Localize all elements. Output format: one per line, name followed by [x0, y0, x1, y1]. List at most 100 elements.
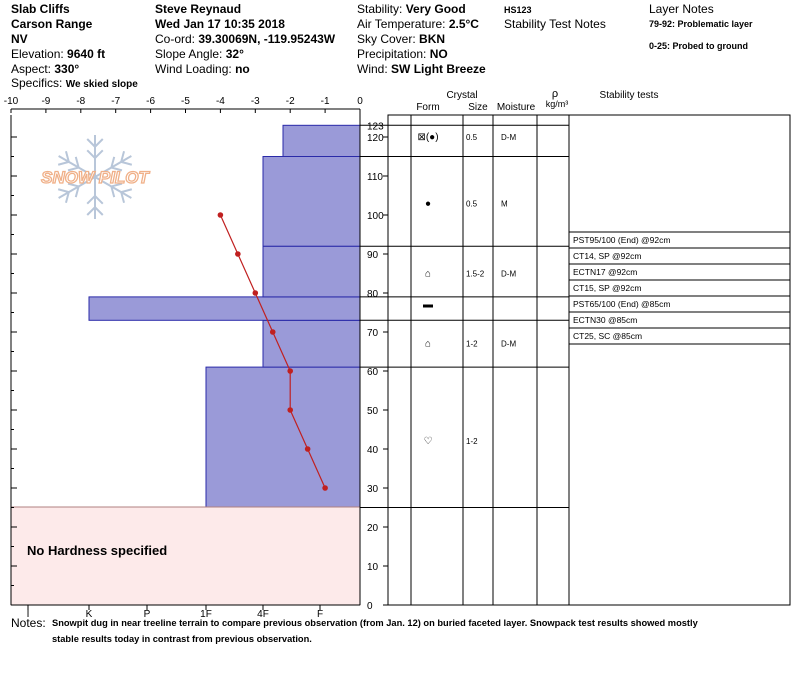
grain-form-symbol: ●	[425, 198, 431, 209]
hardness-axis: I K P 1F 4F F	[27, 605, 323, 620]
hs-value: HS123	[504, 5, 532, 15]
wind-label: Wind:	[357, 62, 388, 76]
height-tick-label: 50	[367, 406, 379, 417]
height-tick-label: 80	[367, 289, 379, 300]
height-tick-label: 70	[367, 328, 379, 339]
slope-value: 32°	[225, 47, 244, 61]
grain-size: 1-2	[466, 437, 478, 446]
hardness-layer-bar	[262, 319, 361, 368]
hardness-tick-label: F	[317, 609, 323, 620]
observer: Steve Reynaud	[155, 2, 242, 16]
grain-form-symbol: ⌂	[425, 339, 431, 350]
notes-line-2: stable results today in contrast from pr…	[52, 634, 312, 644]
moisture-heading: Moisture	[497, 102, 536, 113]
hardness-layer-bar	[262, 156, 361, 247]
temperature-point	[287, 407, 294, 413]
height-tick-label: 40	[367, 445, 379, 456]
temperature-point	[269, 329, 276, 335]
temp-tick-label: -10	[4, 96, 19, 107]
height-tick-label: 110	[367, 172, 383, 183]
density-symbol: ρ	[552, 88, 558, 100]
form-heading: Form	[416, 102, 439, 113]
stability-test-entry: ECTN17 @92cm	[573, 267, 637, 277]
wind: Wind: SW Light Breeze	[357, 63, 486, 75]
layer-table	[387, 114, 791, 606]
temp-tick-label: -6	[146, 96, 155, 107]
hardness-tick-label: K	[86, 609, 93, 620]
crystal-heading: Crystal	[446, 90, 477, 101]
temp-tick-label: -3	[251, 96, 260, 107]
height-tick-label: 90	[367, 250, 379, 261]
temperature-point	[304, 446, 311, 452]
temp-tick-label: -5	[181, 96, 190, 107]
datetime: Wed Jan 17 10:35 2018	[155, 17, 285, 31]
temperature-point	[322, 485, 328, 491]
height-tick-label: 120	[367, 133, 384, 144]
sky-cover: Sky Cover: BKN	[357, 33, 445, 45]
grain-size: 1.5-2	[466, 270, 485, 279]
hardness-tick-label: 4F	[257, 609, 269, 620]
wind-loading: Wind Loading: no	[155, 63, 250, 75]
layer-note-1: 79-92: Problematic layer	[649, 19, 753, 29]
air-temp-value: 2.5°C	[448, 17, 479, 31]
snowflake-icon	[57, 135, 133, 219]
precip-value: NO	[429, 47, 448, 61]
coordinates: Co-ord: 39.30069N, -119.95243W	[155, 33, 335, 45]
slope-angle: Slope Angle: 32°	[155, 48, 244, 60]
stability-test-entry: PST65/100 (End) @85cm	[573, 299, 670, 309]
stability-test-entry: CT25, SC @85cm	[573, 331, 642, 341]
temperature-point	[287, 368, 294, 374]
stability-test-entry: ECTN30 @85cm	[573, 315, 637, 325]
coord-label: Co-ord:	[155, 32, 196, 46]
state-name: NV	[11, 32, 28, 46]
notes-line-1: Snowpit dug in near treeline terrain to …	[52, 618, 698, 628]
grain-form-symbol: ♡	[424, 436, 433, 447]
moisture-value: D-M	[501, 340, 516, 349]
stability-label: Stability:	[357, 2, 403, 16]
grain-form-symbol: ⊠(●)	[417, 132, 438, 143]
stability: Stability: Very Good	[357, 3, 466, 15]
layer-table-frame	[387, 114, 791, 606]
aspect-label: Aspect:	[11, 62, 52, 76]
temp-tick-label: 0	[357, 96, 363, 107]
air-temp-label: Air Temperature:	[357, 17, 446, 31]
grain-size: 0.5	[466, 133, 478, 142]
wind-loading-value: no	[235, 62, 250, 76]
aspect: Aspect: 330°	[11, 63, 79, 75]
stability-tests-list: PST95/100 (End) @92cm CT14, SP @92cm ECTN1…	[569, 231, 790, 345]
stability-test-entry: CT15, SP @92cm	[573, 283, 641, 293]
aspect-value: 330°	[54, 62, 80, 76]
height-tick-label: 10	[367, 562, 379, 573]
no-hardness-label: No Hardness specified	[27, 543, 167, 558]
coord-value: 39.30069N, -119.95243W	[198, 32, 336, 46]
temp-tick-label: -2	[286, 96, 295, 107]
sky-value: BKN	[419, 32, 446, 46]
air-temperature: Air Temperature: 2.5°C	[357, 18, 479, 30]
elevation-label: Elevation:	[11, 47, 64, 61]
height-tick-label: 60	[367, 367, 379, 378]
hardness-tick-label: I	[27, 609, 30, 620]
grain-form-symbol: ⌂	[425, 269, 431, 280]
size-heading: Size	[468, 102, 488, 113]
stability-value: Very Good	[405, 2, 466, 16]
wind-loading-label: Wind Loading:	[155, 62, 232, 76]
hardness-layer-bar	[88, 296, 361, 321]
hardness-layer-bar	[262, 245, 361, 298]
height-tick-label: 20	[367, 523, 379, 534]
slope-label: Slope Angle:	[155, 47, 223, 61]
range-name: Carson Range	[11, 17, 93, 31]
moisture-value: D-M	[501, 133, 516, 142]
temperature-point	[235, 251, 241, 257]
temp-tick-label: -4	[216, 96, 225, 107]
site-name: Slab Cliffs	[11, 2, 70, 16]
hardness-layer-bar	[205, 366, 361, 508]
precipitation: Precipitation: NO	[357, 48, 448, 60]
temp-tick-label: -7	[111, 96, 120, 107]
moisture-value: D-M	[501, 270, 516, 279]
hardness-layer-bar	[282, 124, 361, 158]
precip-label: Precipitation:	[357, 47, 427, 61]
layer-note-2: 0-25: Probed to ground	[649, 41, 748, 51]
wind-value: SW Light Breeze	[391, 62, 486, 76]
moisture-value: M	[501, 199, 508, 208]
